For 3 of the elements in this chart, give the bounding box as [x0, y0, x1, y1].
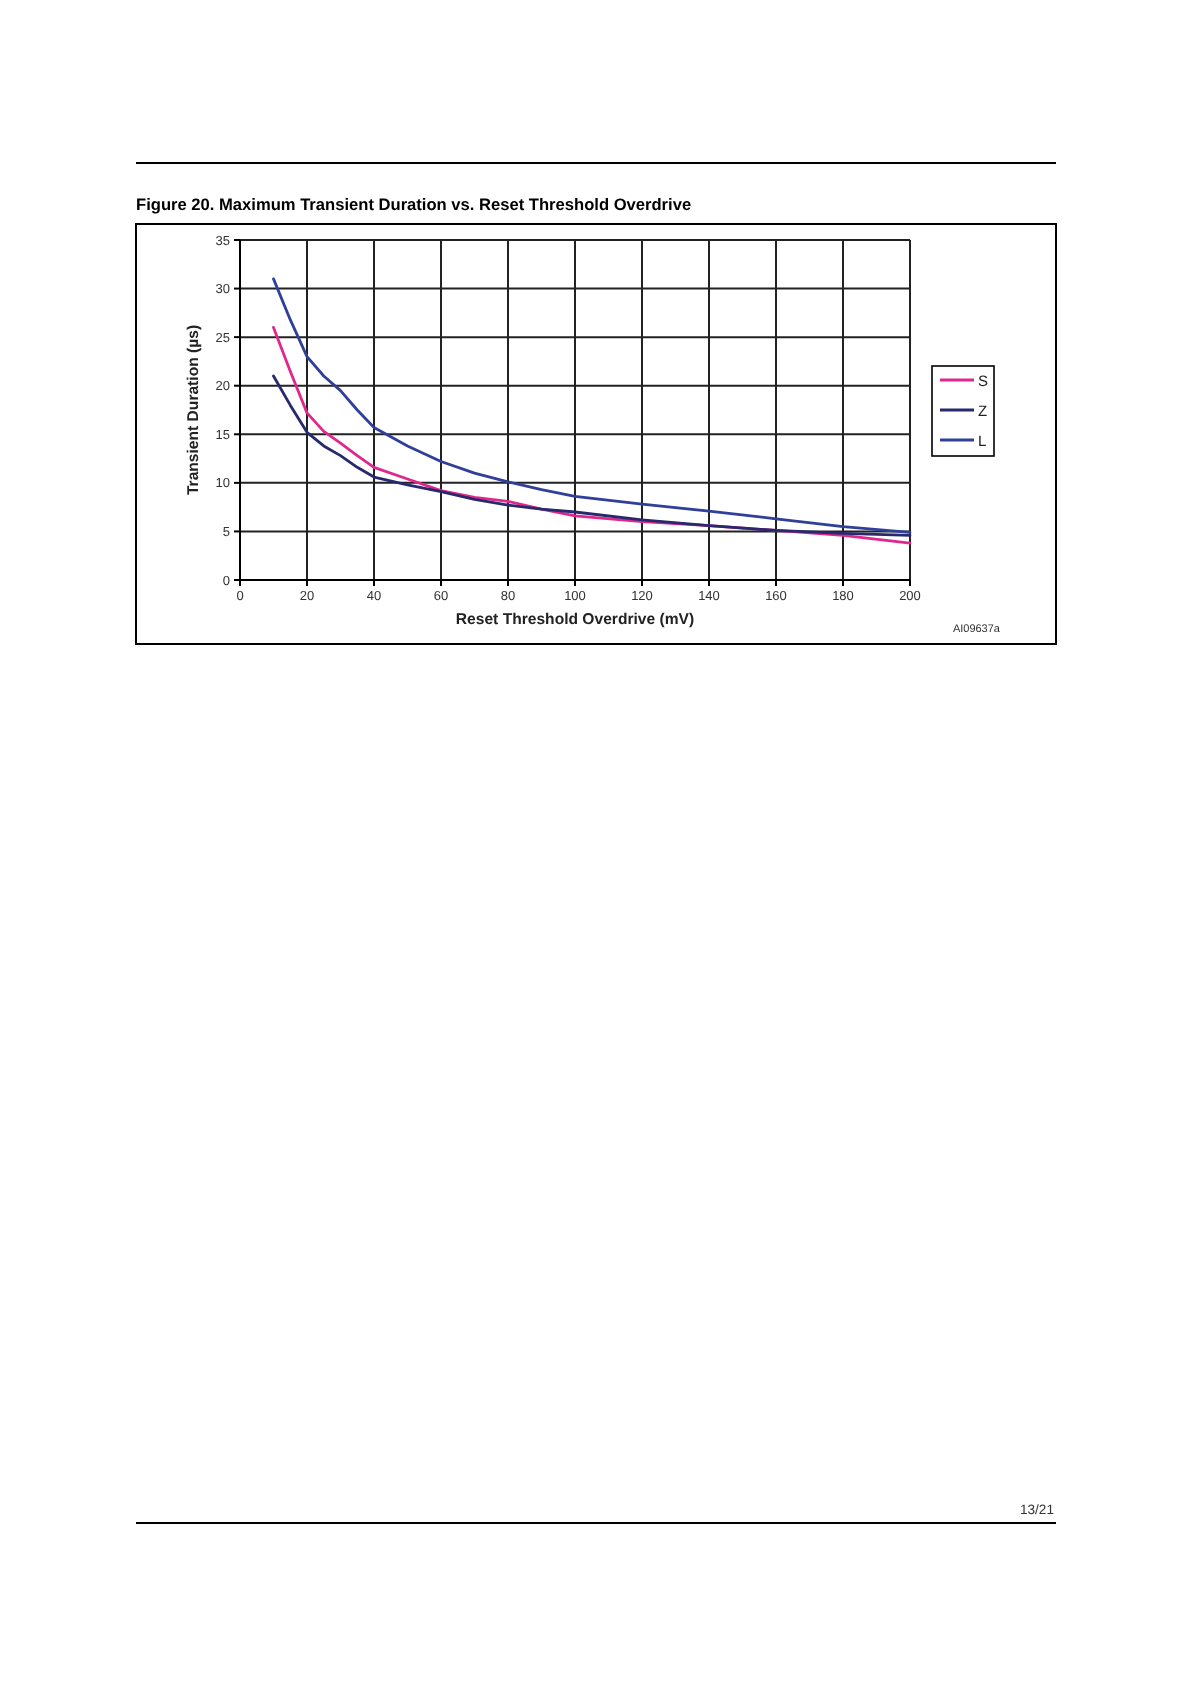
line-series — [272, 374, 912, 537]
chart-title: Figure 20. Maximum Transient Duration vs. Reset Threshold Overdrive — [136, 194, 692, 214]
line-series — [272, 277, 912, 534]
